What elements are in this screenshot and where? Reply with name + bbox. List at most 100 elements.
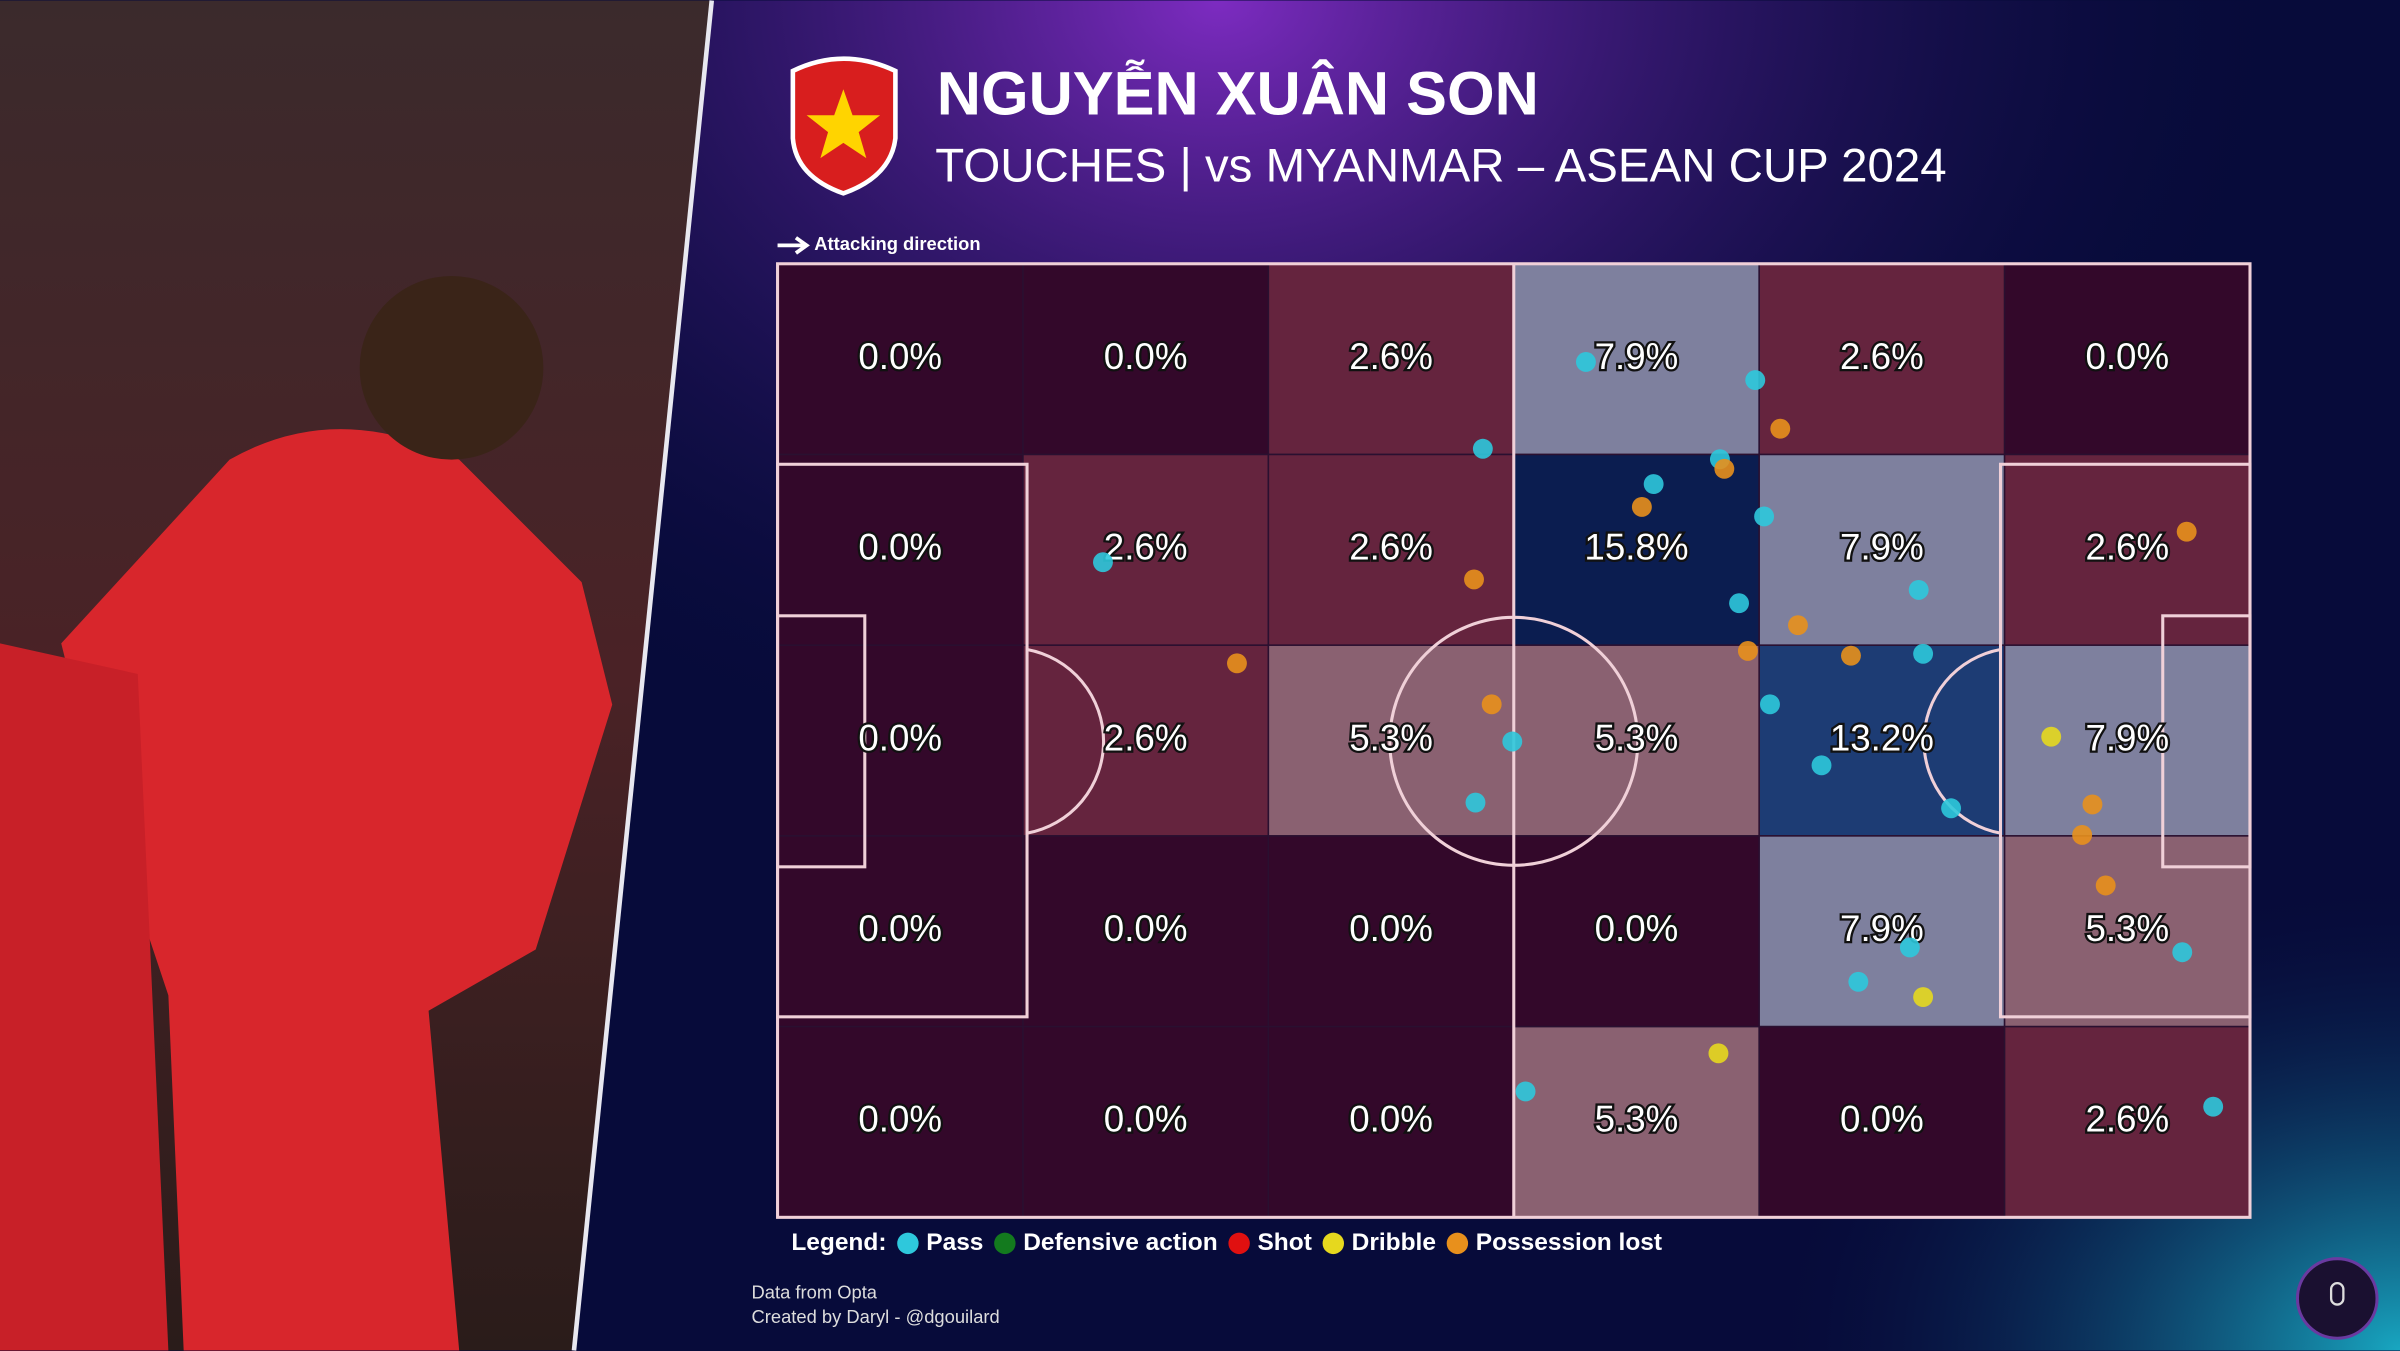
heat-cell — [1513, 263, 1760, 456]
legend-swatch — [1446, 1232, 1469, 1255]
cell-label: 7.9% — [1595, 336, 1679, 377]
cell-label: 0.0% — [1349, 1099, 1433, 1140]
event-dot — [1464, 569, 1484, 590]
event-dot — [1941, 798, 1962, 819]
heat-cell — [1513, 453, 1760, 646]
event-dot — [2095, 875, 2116, 896]
legend-swatch — [1228, 1232, 1250, 1255]
cell-label: 0.0% — [1104, 908, 1188, 949]
legend-title: Legend: — [791, 1229, 886, 1256]
cell-label: 0.0% — [1349, 908, 1433, 949]
event-dot — [1737, 640, 1758, 661]
cell-label: 5.3% — [1349, 717, 1433, 758]
event-dot — [1502, 731, 1523, 752]
title: NGUYỄN XUÂN SON — [937, 60, 1539, 128]
heat-cell — [1758, 453, 2006, 646]
event-dot — [1913, 643, 1934, 664]
legend-swatch — [1322, 1232, 1345, 1255]
cell-label: 0.0% — [1104, 1099, 1188, 1140]
cell-label: 2.6% — [1104, 527, 1188, 568]
event-dot — [1465, 792, 1486, 813]
event-dot — [1714, 458, 1735, 479]
cell-label: 7.9% — [2085, 717, 2169, 758]
direction-label: Attacking direction — [814, 233, 980, 254]
cell-label: 2.6% — [1349, 527, 1433, 568]
cell-label: 0.0% — [1104, 336, 1188, 377]
heat-cell — [2003, 453, 2251, 646]
events — [1093, 352, 2224, 1117]
cell-label: 0.0% — [2085, 336, 2169, 377]
cell-labels: 0.0% 0.0% 2.6% 7.9% 2.6% 0.0% 0.0% 2.6% 2.6% 15.8… — [856, 334, 2171, 1142]
event-dot — [2172, 942, 2193, 963]
heat-cell — [1022, 263, 1270, 456]
cell-label: 2.6% — [1840, 336, 1924, 377]
source: Data from Opta — [752, 1282, 878, 1303]
cell-label: 2.6% — [1104, 717, 1188, 758]
event-dot — [2203, 1096, 2224, 1117]
event-dot — [2176, 521, 2197, 542]
heat-cell — [1267, 263, 1515, 456]
cell-label: 2.6% — [1349, 336, 1433, 377]
heat-cell — [776, 1025, 1024, 1219]
legend-label: Possession lost — [1476, 1229, 1662, 1256]
event-dot — [1472, 438, 1493, 459]
cell-label: 0.0% — [858, 527, 942, 568]
cell-label: 5.3% — [1595, 717, 1679, 758]
legend-label: Defensive action — [1023, 1229, 1217, 1256]
legend-label: Shot — [1257, 1229, 1311, 1256]
event-dot — [1754, 506, 1775, 527]
heat-cell — [1758, 835, 2006, 1028]
legend-swatch — [994, 1232, 1016, 1255]
heat-cell — [1022, 1025, 1270, 1219]
event-dot — [1745, 370, 1766, 391]
heat-cell — [1022, 453, 1270, 646]
event-dot — [1841, 645, 1861, 666]
logo — [2295, 1257, 2379, 1340]
cell-label: 5.3% — [1595, 1099, 1679, 1140]
heat-cell — [776, 453, 1024, 646]
cell-label: 0.0% — [858, 908, 942, 949]
direction-arrow — [777, 236, 810, 255]
legend-label: Pass — [926, 1229, 983, 1256]
cell-label: 0.0% — [858, 336, 942, 377]
heat-cell — [1758, 644, 2006, 837]
heat-cell — [1022, 835, 1270, 1028]
credit: Created by Daryl - @dgouilard — [752, 1306, 1000, 1327]
cell-label: 0.0% — [1840, 1099, 1924, 1140]
heatmap — [776, 263, 2251, 1219]
cell-label: 0.0% — [858, 1099, 942, 1140]
cell-label: 7.9% — [1840, 908, 1924, 949]
event-dot — [1770, 418, 1791, 439]
heat-cell — [1758, 1025, 2006, 1219]
heat-cell — [1267, 1025, 1515, 1219]
cell-label: 15.8% — [1584, 527, 1688, 568]
heat-cell — [1758, 263, 2006, 456]
legend-label: Dribble — [1352, 1229, 1436, 1256]
heat-cell — [1267, 453, 1515, 646]
cell-label: 7.9% — [1840, 527, 1924, 568]
cell-label: 0.0% — [1595, 908, 1679, 949]
cell-label: 13.2% — [1830, 717, 1934, 758]
event-dot — [1708, 1043, 1729, 1064]
legend-swatch — [897, 1232, 919, 1255]
heat-cell — [1513, 835, 1760, 1028]
event-dot — [1899, 937, 1920, 958]
event-dot — [1481, 694, 1502, 715]
cell-label: 2.6% — [2085, 527, 2169, 568]
cell-label: 5.3% — [2085, 908, 2169, 949]
event-dot — [1631, 496, 1652, 517]
event-dot — [1913, 987, 1934, 1008]
cell-label: 0.0% — [858, 717, 942, 758]
event-dot — [1788, 615, 1808, 636]
event-dot — [1908, 579, 1929, 600]
event-dot — [1729, 593, 1750, 614]
heat-cell — [1022, 644, 1270, 837]
flag-shield — [790, 56, 898, 196]
event-dot — [1515, 1081, 1536, 1102]
event-dot — [1575, 352, 1596, 372]
event-dot — [2041, 726, 2062, 747]
event-dot — [1848, 971, 1869, 992]
event-dot — [1093, 552, 1113, 573]
